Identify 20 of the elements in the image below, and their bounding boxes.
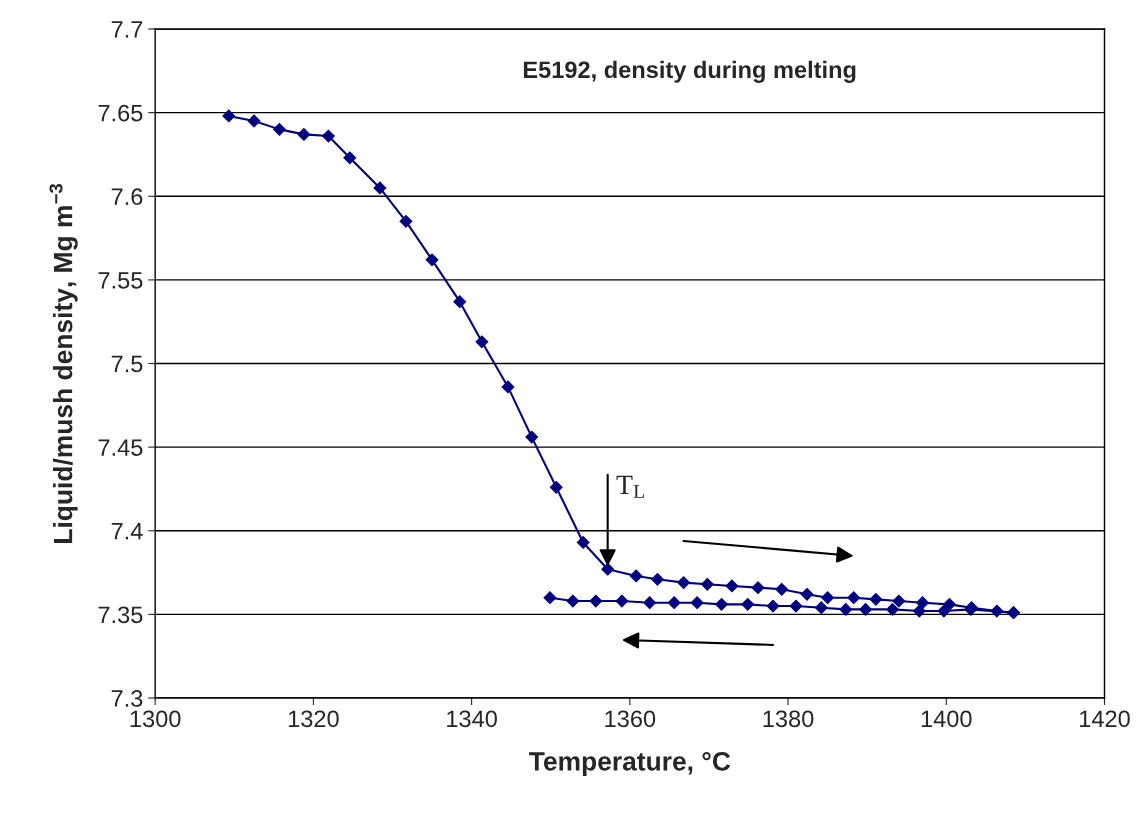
x-tick-label: 1340	[447, 710, 497, 728]
x-tick-label: 1360	[605, 710, 656, 728]
y-tick-label: 7.35	[98, 606, 143, 624]
text: E5192, density during melting	[523, 60, 856, 83]
x-tick-label: 1400	[921, 710, 972, 728]
y-tick-label: 7.7	[111, 21, 143, 38]
y-tick-label: 7.3	[111, 690, 143, 707]
y-tick-label: 7.5	[111, 355, 143, 373]
x-axis-title: Temperature, °C	[529, 751, 731, 776]
y-tick-label: 7.6	[111, 188, 143, 206]
x-tick-label: 1320	[288, 710, 339, 728]
y-tick-label: 7.45	[98, 439, 143, 456]
y-axis-title: Liquid/mush density, Mg m$^{−3}$	[49, 183, 78, 543]
x-tick-label: 1300	[130, 710, 181, 728]
x-tick-label: 1420	[1080, 710, 1130, 728]
x-tick-label: 1380	[763, 710, 814, 728]
y-tick-label: 7.55	[98, 272, 143, 289]
annotation: T$_{L}$	[616, 475, 644, 498]
y-tick-label: 7.4	[111, 523, 143, 540]
y-tick-label: 7.65	[98, 104, 143, 122]
